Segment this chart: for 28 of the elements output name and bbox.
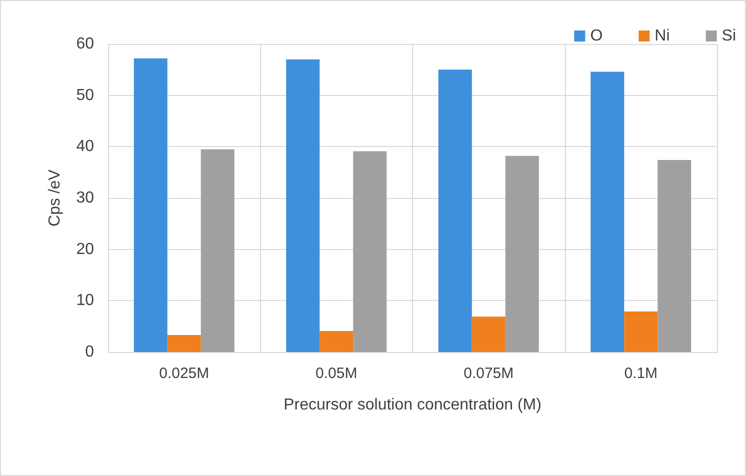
y-tick-label: 50 — [76, 86, 94, 104]
bar — [286, 59, 320, 352]
bar — [320, 330, 354, 352]
x-tick-label: 0.05M — [316, 365, 358, 382]
bar — [624, 311, 658, 352]
y-tick-label: 20 — [76, 240, 94, 258]
x-tick-label: 0.025M — [159, 365, 210, 382]
bar — [353, 151, 387, 352]
y-axis-title: Cps /eV — [46, 169, 64, 226]
y-tick-label: 40 — [76, 138, 94, 156]
bar — [167, 335, 201, 352]
bar — [658, 160, 692, 352]
x-axis-title: Precursor solution concentration (M) — [284, 396, 542, 414]
y-tick-label: 30 — [76, 190, 94, 206]
y-tick-label: 60 — [76, 36, 94, 52]
legend-label: O — [590, 28, 603, 44]
bar — [590, 72, 624, 352]
legend-label: Si — [722, 28, 736, 44]
y-tick-label: 10 — [76, 292, 94, 310]
x-tick-label: 0.1M — [624, 365, 658, 382]
legend-label: Ni — [654, 28, 670, 44]
bar — [200, 149, 234, 352]
bar — [505, 156, 539, 352]
bar — [472, 316, 506, 352]
bar — [134, 58, 168, 352]
y-tick-label: 0 — [85, 344, 94, 360]
bar — [438, 70, 472, 352]
x-tick-label: 0.075M — [464, 365, 514, 382]
